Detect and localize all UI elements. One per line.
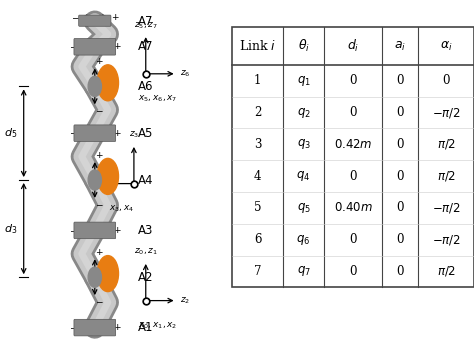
Text: 0: 0 xyxy=(397,265,404,278)
Text: +: + xyxy=(95,57,102,66)
FancyBboxPatch shape xyxy=(74,222,116,239)
Ellipse shape xyxy=(97,158,118,194)
Text: +: + xyxy=(114,226,121,235)
Text: +: + xyxy=(114,323,121,332)
Text: $-\pi/2$: $-\pi/2$ xyxy=(432,201,461,215)
Text: A7: A7 xyxy=(137,15,153,28)
Text: +: + xyxy=(95,248,102,257)
Text: A2: A2 xyxy=(137,271,153,284)
FancyBboxPatch shape xyxy=(79,15,111,26)
Text: $q_7$: $q_7$ xyxy=(297,264,310,278)
Text: +: + xyxy=(95,151,102,160)
Text: A7: A7 xyxy=(137,40,153,53)
Text: 0: 0 xyxy=(349,265,357,278)
Text: 0: 0 xyxy=(349,106,357,119)
Text: 7: 7 xyxy=(254,265,261,278)
Text: A6: A6 xyxy=(137,80,153,93)
Text: $d_i$: $d_i$ xyxy=(347,38,359,54)
Ellipse shape xyxy=(97,256,118,292)
Text: 0: 0 xyxy=(397,170,404,183)
Text: −: − xyxy=(95,107,102,115)
Ellipse shape xyxy=(97,65,118,101)
Text: 0: 0 xyxy=(442,74,450,87)
Text: $\pi/2$: $\pi/2$ xyxy=(437,169,456,183)
Text: $\pi/2$: $\pi/2$ xyxy=(437,137,456,151)
Text: 4: 4 xyxy=(254,170,261,183)
Text: $-\pi/2$: $-\pi/2$ xyxy=(432,233,461,247)
Text: A4: A4 xyxy=(137,174,153,186)
Text: −: − xyxy=(71,13,78,22)
Text: −: − xyxy=(95,200,102,209)
Text: $d_5$: $d_5$ xyxy=(4,126,18,140)
Text: $q_4$: $q_4$ xyxy=(296,169,310,183)
FancyBboxPatch shape xyxy=(74,39,116,55)
Text: $q_5$: $q_5$ xyxy=(297,201,310,215)
Text: $\alpha_i$: $\alpha_i$ xyxy=(440,40,453,53)
Text: $q_3$: $q_3$ xyxy=(297,137,310,151)
Bar xyxy=(232,27,474,287)
Text: −: − xyxy=(69,42,76,51)
Text: A1: A1 xyxy=(137,321,153,334)
Text: $q_2$: $q_2$ xyxy=(297,105,310,120)
Text: +: + xyxy=(114,129,121,138)
Circle shape xyxy=(88,170,101,190)
Text: $z_6$: $z_6$ xyxy=(180,68,191,79)
Text: $q_1$: $q_1$ xyxy=(297,74,310,88)
Text: $x_0,x_1,x_2$: $x_0,x_1,x_2$ xyxy=(138,320,178,331)
Text: $d_3$: $d_3$ xyxy=(4,222,18,235)
Text: $\pi/2$: $\pi/2$ xyxy=(437,264,456,278)
Text: −: − xyxy=(69,323,76,332)
Text: $0.42m$: $0.42m$ xyxy=(334,138,373,151)
Text: $0.40m$: $0.40m$ xyxy=(334,201,373,214)
Text: 0: 0 xyxy=(397,201,404,214)
Text: +: + xyxy=(114,42,121,51)
Text: $z_4$: $z_4$ xyxy=(89,178,100,189)
Text: Link $i$: Link $i$ xyxy=(239,39,276,53)
Circle shape xyxy=(88,267,101,287)
Text: +: + xyxy=(111,13,118,22)
Text: 0: 0 xyxy=(349,233,357,246)
Text: 0: 0 xyxy=(349,170,357,183)
Text: $x_5,x_6,x_7$: $x_5,x_6,x_7$ xyxy=(138,94,178,104)
Text: 0: 0 xyxy=(397,138,404,151)
Text: 0: 0 xyxy=(397,106,404,119)
Text: $-\pi/2$: $-\pi/2$ xyxy=(432,105,461,120)
Text: −: − xyxy=(69,226,76,235)
Text: 1: 1 xyxy=(254,74,261,87)
FancyBboxPatch shape xyxy=(74,125,116,141)
Text: A3: A3 xyxy=(137,224,153,237)
Text: A5: A5 xyxy=(137,127,153,140)
Text: 3: 3 xyxy=(254,138,261,151)
Text: 0: 0 xyxy=(349,74,357,87)
Text: 0: 0 xyxy=(397,74,404,87)
Text: $a_i$: $a_i$ xyxy=(394,40,406,53)
Circle shape xyxy=(88,76,101,96)
Text: $z_3$: $z_3$ xyxy=(129,130,139,140)
Text: $x_3,x_4$: $x_3,x_4$ xyxy=(109,203,134,214)
Text: −: − xyxy=(95,297,102,306)
Text: 2: 2 xyxy=(254,106,261,119)
Text: $z_0,z_1$: $z_0,z_1$ xyxy=(134,247,158,257)
Text: $\theta_i$: $\theta_i$ xyxy=(298,38,310,54)
Text: 6: 6 xyxy=(254,233,261,246)
Text: $z_2$: $z_2$ xyxy=(180,295,190,306)
Text: 0: 0 xyxy=(397,233,404,246)
FancyBboxPatch shape xyxy=(74,319,116,336)
Text: −: − xyxy=(69,129,76,138)
Text: $q_6$: $q_6$ xyxy=(296,233,310,247)
Text: $z_5,z_7$: $z_5,z_7$ xyxy=(134,20,158,31)
Text: 5: 5 xyxy=(254,201,261,214)
